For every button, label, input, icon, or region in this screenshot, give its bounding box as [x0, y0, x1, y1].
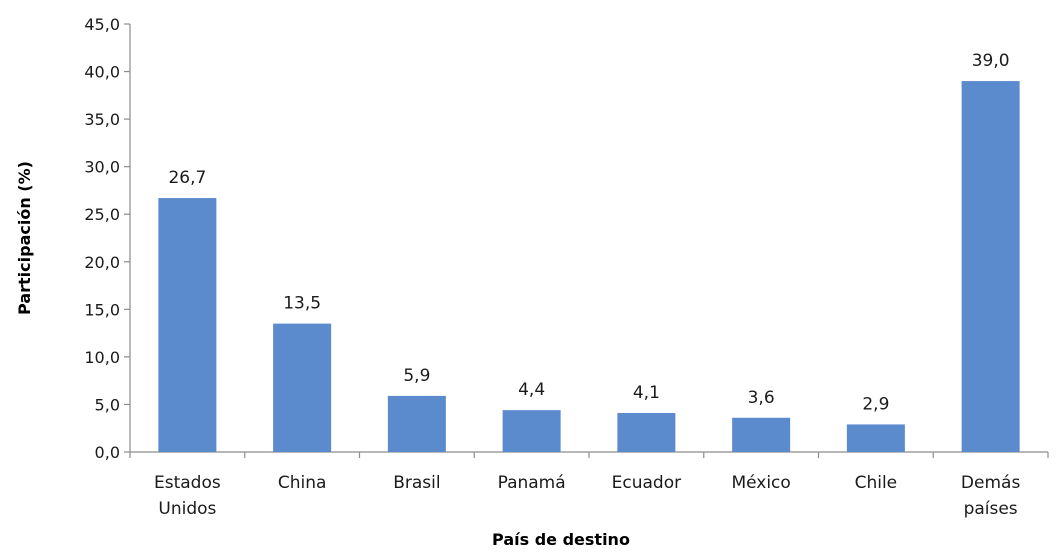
bar — [387, 395, 446, 452]
data-label: 26,7 — [168, 168, 206, 188]
x-axis-title: País de destino — [492, 530, 630, 549]
y-axis-title: Participación (%) — [15, 161, 34, 315]
x-ticks — [129, 452, 1049, 458]
data-label: 4,1 — [633, 383, 660, 403]
category-label: Unidos — [158, 499, 216, 519]
bar — [846, 424, 905, 452]
category-label: Panamá — [498, 473, 566, 493]
bar — [273, 323, 332, 452]
y-tick-label: 20,0 — [84, 253, 120, 272]
data-label: 39,0 — [972, 51, 1010, 71]
y-tick-label: 40,0 — [84, 63, 120, 82]
data-labels: 26,7 13,5 5,9 4,4 4,1 3,6 2,9 39,0 — [168, 51, 1009, 414]
bar — [617, 413, 676, 452]
category-label: Estados — [154, 473, 221, 493]
bar — [158, 198, 217, 452]
category-label: Brasil — [393, 473, 440, 493]
y-tick-label: 15,0 — [84, 300, 120, 319]
data-label: 13,5 — [283, 294, 321, 314]
y-tick-label: 30,0 — [84, 158, 120, 177]
data-label: 3,6 — [748, 388, 775, 408]
y-tick-label: 5,0 — [95, 395, 120, 414]
data-label: 2,9 — [862, 394, 889, 414]
y-tick-label: 35,0 — [84, 110, 120, 129]
category-label: China — [278, 473, 327, 493]
category-labels: Estados Unidos China Brasil Panamá Ecuador Méx… — [154, 473, 1020, 519]
bar — [732, 417, 791, 452]
category-label: países — [964, 499, 1018, 519]
y-tick-label: 0,0 — [95, 443, 120, 462]
x-axis — [129, 451, 1049, 458]
bar — [961, 81, 1020, 453]
y-tick-label: 25,0 — [84, 205, 120, 224]
bars — [158, 81, 1020, 453]
y-tick-label: 10,0 — [84, 348, 120, 367]
data-label: 5,9 — [403, 366, 430, 386]
category-label: Chile — [855, 473, 898, 493]
category-label: Ecuador — [612, 473, 681, 493]
data-label: 4,4 — [518, 380, 545, 400]
category-label: México — [731, 473, 790, 493]
y-tick-label: 45,0 — [84, 15, 120, 34]
y-ticks: 0,0 5,0 10,0 15,0 20,0 25,0 30,0 35,0 40,0 45,0 — [84, 15, 130, 462]
category-label: Demás — [961, 473, 1021, 493]
bar — [502, 410, 561, 452]
y-axis: 0,0 5,0 10,0 15,0 20,0 25,0 30,0 35,0 40,0 45,0 — [84, 15, 131, 462]
